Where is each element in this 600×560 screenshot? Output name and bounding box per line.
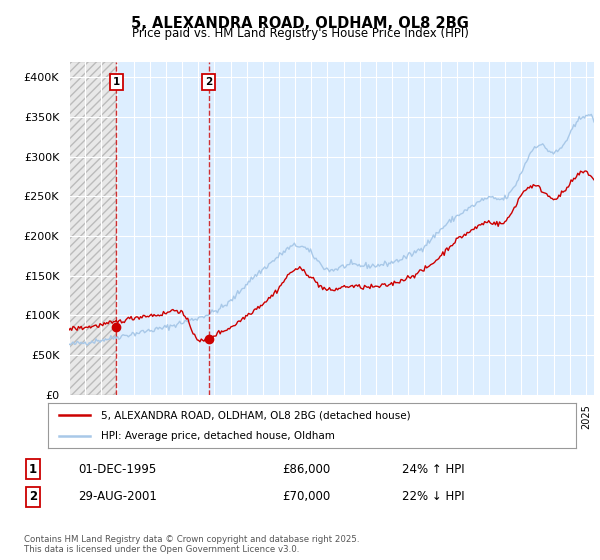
- Text: HPI: Average price, detached house, Oldham: HPI: Average price, detached house, Oldh…: [101, 431, 335, 441]
- Text: 01-DEC-1995: 01-DEC-1995: [78, 463, 156, 476]
- Text: 24% ↑ HPI: 24% ↑ HPI: [402, 463, 464, 476]
- Text: Price paid vs. HM Land Registry's House Price Index (HPI): Price paid vs. HM Land Registry's House …: [131, 27, 469, 40]
- Bar: [69, 62, 116, 395]
- Text: 2: 2: [205, 77, 212, 87]
- Text: 22% ↓ HPI: 22% ↓ HPI: [402, 490, 464, 503]
- Text: 29-AUG-2001: 29-AUG-2001: [78, 490, 157, 503]
- Text: Contains HM Land Registry data © Crown copyright and database right 2025.
This d: Contains HM Land Registry data © Crown c…: [24, 535, 359, 554]
- Text: 1: 1: [113, 77, 120, 87]
- Text: 5, ALEXANDRA ROAD, OLDHAM, OL8 2BG: 5, ALEXANDRA ROAD, OLDHAM, OL8 2BG: [131, 16, 469, 31]
- Text: £70,000: £70,000: [282, 490, 330, 503]
- Text: 5, ALEXANDRA ROAD, OLDHAM, OL8 2BG (detached house): 5, ALEXANDRA ROAD, OLDHAM, OL8 2BG (deta…: [101, 410, 410, 421]
- Text: 2: 2: [29, 490, 37, 503]
- Text: £86,000: £86,000: [282, 463, 330, 476]
- Text: 1: 1: [29, 463, 37, 476]
